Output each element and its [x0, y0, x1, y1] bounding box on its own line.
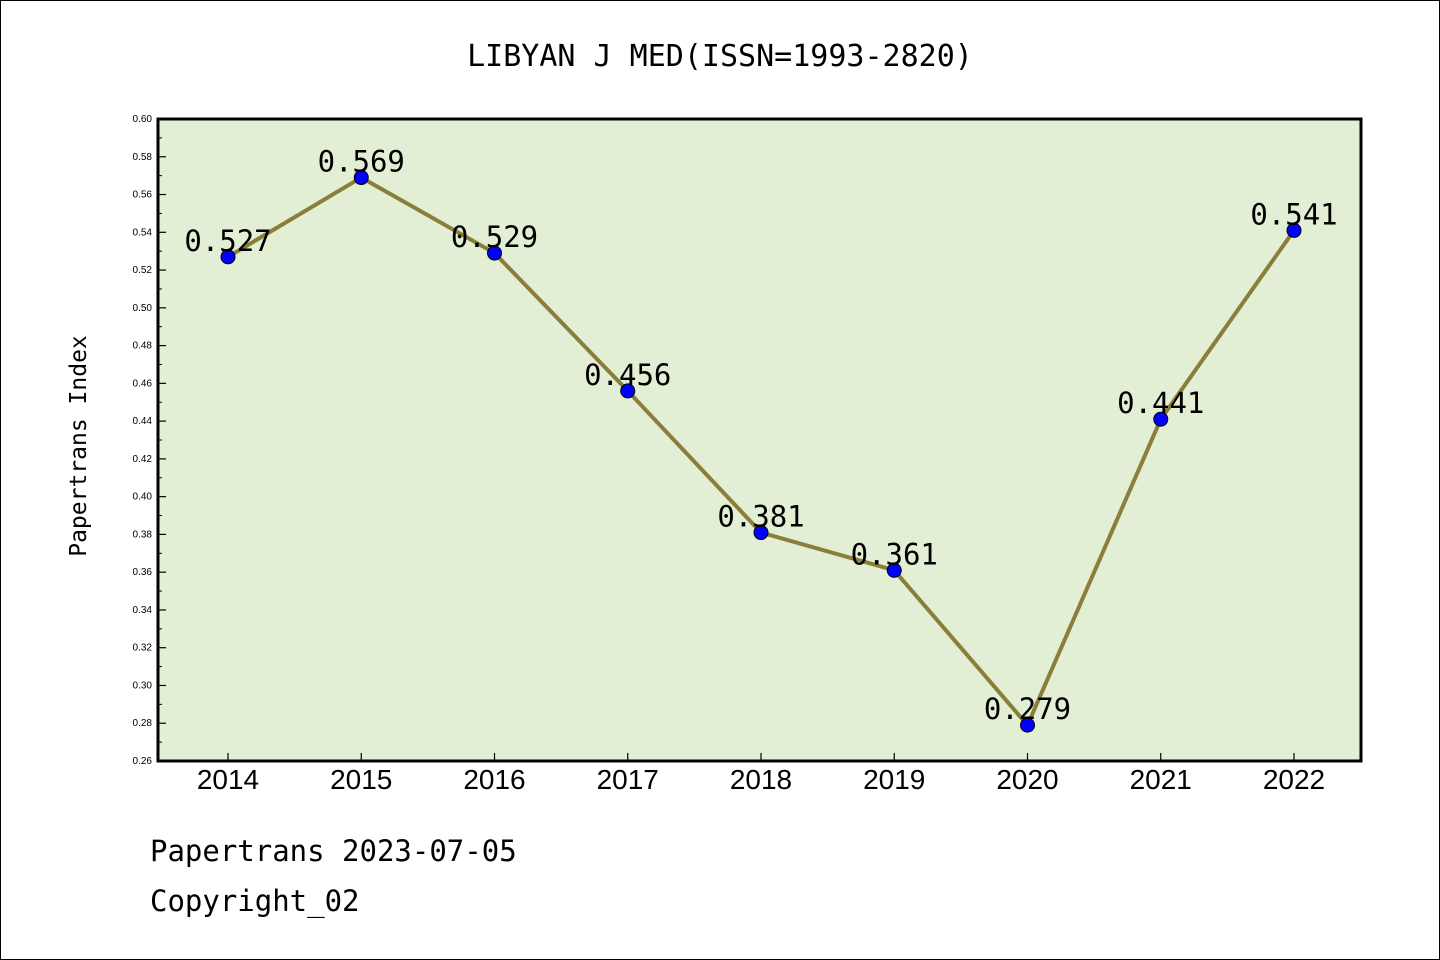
data-point	[220, 249, 236, 265]
y-axis: 0.26 0.28 0.30 0.32 0.34 0.36 0.38 0.40 0.42 0.44…	[133, 114, 166, 767]
x-tick-label: 2022	[1263, 764, 1325, 795]
y-tick-label: 0.44	[133, 416, 153, 427]
x-tick-label: 2019	[863, 764, 925, 795]
y-tick-label: 0.52	[133, 265, 153, 276]
data-label: 0.456	[584, 358, 671, 392]
data-point	[487, 245, 502, 261]
data-label: 0.529	[451, 220, 538, 254]
data-label: 0.569	[318, 145, 405, 179]
data-point	[620, 383, 636, 399]
x-tick-label: 2014	[197, 764, 259, 795]
y-tick-label: 0.48	[133, 341, 153, 352]
y-tick-label: 0.58	[133, 152, 153, 163]
data-point	[886, 562, 902, 578]
plot-area	[156, 117, 1363, 763]
x-tick-label: 2015	[330, 764, 392, 795]
x-tick-label: 2021	[1130, 764, 1192, 795]
x-axis: 2014 2015 2016 2017 2018 2019 2020 2021 2022	[197, 753, 1325, 795]
footer-date: Papertrans 2023-07-05	[150, 834, 517, 868]
data-point	[353, 170, 369, 186]
data-label: 0.279	[984, 692, 1071, 726]
chart-title: LIBYAN J MED(ISSN=1993-2820)	[467, 39, 973, 74]
data-point	[1286, 222, 1302, 238]
y-tick-label: 0.36	[133, 567, 153, 578]
data-label: 0.527	[184, 224, 271, 258]
y-tick-label: 0.28	[133, 718, 153, 729]
data-label: 0.361	[851, 537, 938, 571]
data-point	[753, 525, 769, 541]
y-tick-label: 0.46	[133, 378, 153, 389]
data-point	[1153, 411, 1169, 427]
y-tick-label: 0.54	[133, 227, 153, 238]
y-tick-label: 0.40	[133, 492, 153, 503]
y-tick-label: 0.34	[133, 605, 153, 616]
y-tick-label: 0.32	[133, 643, 153, 654]
y-tick-label: 0.30	[133, 680, 153, 691]
data-label: 0.541	[1250, 197, 1337, 231]
y-tick-label: 0.38	[133, 529, 153, 540]
x-tick-label: 2018	[730, 764, 792, 795]
y-tick-label: 0.42	[133, 454, 153, 465]
y-tick-label: 0.60	[133, 114, 153, 125]
series-1: 0.527 0.569 0.529 0.456 0.381 0.361 0.279 0.441…	[184, 145, 1338, 733]
y-tick-label: 0.50	[133, 303, 153, 314]
x-tick-label: 2017	[597, 764, 659, 795]
x-tick-label: 2020	[996, 764, 1058, 795]
footer-copyright: Copyright_02	[150, 884, 360, 918]
x-tick-label: 2016	[463, 764, 525, 795]
data-label: 0.381	[717, 500, 804, 534]
y-tick-label: 0.26	[133, 756, 153, 767]
data-label: 0.441	[1117, 386, 1204, 420]
data-point	[1020, 717, 1035, 733]
y-axis-label: Papertrans Index	[66, 335, 92, 557]
y-tick-label: 0.56	[133, 190, 153, 201]
